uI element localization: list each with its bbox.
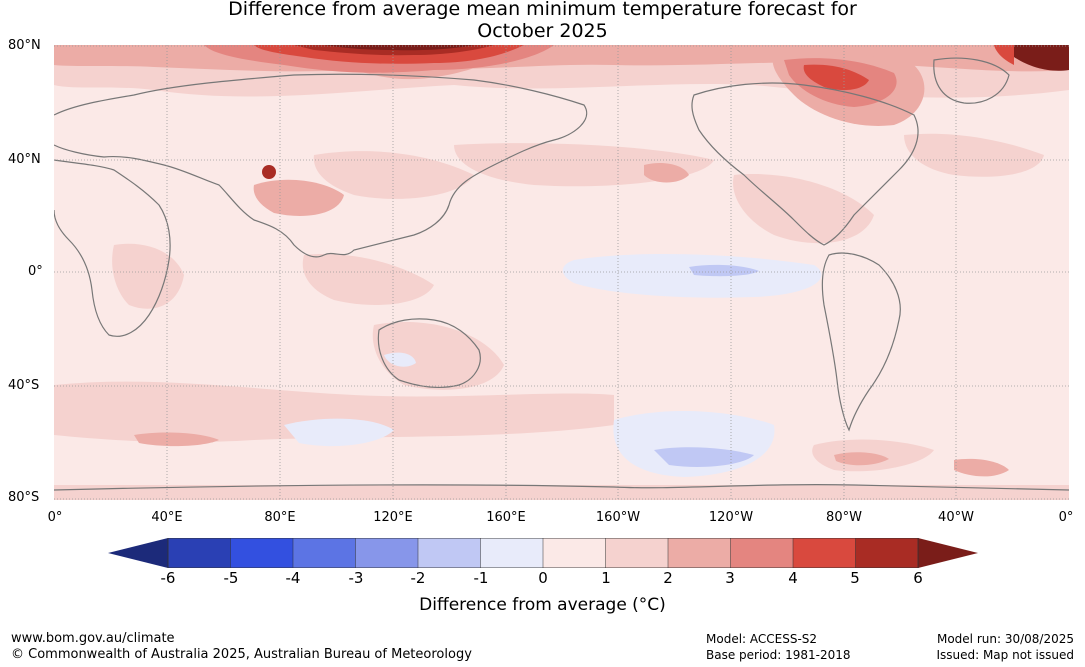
lon-label-120w: 120°W xyxy=(708,510,754,525)
colorbar-tick-minus3: -3 xyxy=(348,569,364,587)
lat-label-80n: 80°N xyxy=(8,38,41,53)
colorbar-cell xyxy=(730,538,794,568)
lon-label-40w: 40°W xyxy=(938,510,974,525)
colorbar-cell xyxy=(792,538,857,568)
lon-label-160e: 160°E xyxy=(486,510,526,525)
colorbar-tick-5: 5 xyxy=(850,569,860,587)
colorbar-label: Difference from average (°C) xyxy=(419,595,666,615)
colorbar-tick-0: 0 xyxy=(538,569,548,587)
lon-label-0-right: 0° xyxy=(1058,510,1074,525)
footer-issued: Issued: Map not issued xyxy=(936,648,1074,662)
footer-website: www.bom.gov.au/climate xyxy=(11,631,175,646)
map-title-line-2: October 2025 xyxy=(477,20,608,42)
lon-label-40e: 40°E xyxy=(151,510,183,525)
colorbar-cell xyxy=(230,538,294,568)
colorbar-cell xyxy=(855,538,919,568)
colorbar-tick-3: 3 xyxy=(725,569,735,587)
lat-label-80s: 80°S xyxy=(8,490,40,505)
colorbar-cell xyxy=(480,538,544,568)
colorbar-tick-1: 1 xyxy=(601,569,611,587)
lat-label-equator: 0° xyxy=(28,264,43,279)
footer-copyright: © Commonwealth of Australia 2025, Austra… xyxy=(11,647,472,662)
anomaly-patches xyxy=(54,45,1069,500)
footer-model-run: Model run: 30/08/2025 xyxy=(936,632,1074,646)
colorbar-cell xyxy=(167,538,232,568)
colorbar-cells xyxy=(167,538,919,568)
lon-label-80e: 80°E xyxy=(264,510,296,525)
colorbar-tick-4: 4 xyxy=(788,569,798,587)
footer-base-period: Base period: 1981-2018 xyxy=(706,648,851,662)
lat-label-40n: 40°N xyxy=(8,152,41,167)
colorbar-cell xyxy=(355,538,419,568)
colorbar-tick-minus1: -1 xyxy=(473,569,489,587)
colorbar xyxy=(108,538,978,568)
colorbar-frame xyxy=(167,538,919,568)
lat-label-40s: 40°S xyxy=(8,378,40,393)
colorbar-tick-6: 6 xyxy=(913,569,923,587)
colorbar-cell xyxy=(542,538,607,568)
colorbar-tick-2: 2 xyxy=(663,569,673,587)
map-title-line-1: Difference from average mean minimum tem… xyxy=(228,0,857,20)
colorbar-tick-minus2: -2 xyxy=(410,569,426,587)
lon-label-80w: 80°W xyxy=(826,510,862,525)
lon-label-120e: 120°E xyxy=(373,510,413,525)
footer-model: Model: ACCESS-S2 xyxy=(706,632,818,646)
lon-label-160w: 160°W xyxy=(595,510,641,525)
colorbar-cell xyxy=(417,538,482,568)
graticule xyxy=(54,45,1069,500)
coastlines xyxy=(54,57,1069,491)
colorbar-tick-minus5: -5 xyxy=(223,569,239,587)
colorbar-cell xyxy=(667,538,732,568)
colorbar-extend-high xyxy=(918,538,978,568)
colorbar-cell xyxy=(292,538,357,568)
lon-label-0-left: 0° xyxy=(47,510,63,525)
colorbar-extend-low xyxy=(108,538,168,568)
colorbar-tick-minus4: -4 xyxy=(285,569,301,587)
forecast-map xyxy=(54,45,1069,500)
colorbar-cell xyxy=(605,538,669,568)
colorbar-tick-minus6: -6 xyxy=(160,569,176,587)
